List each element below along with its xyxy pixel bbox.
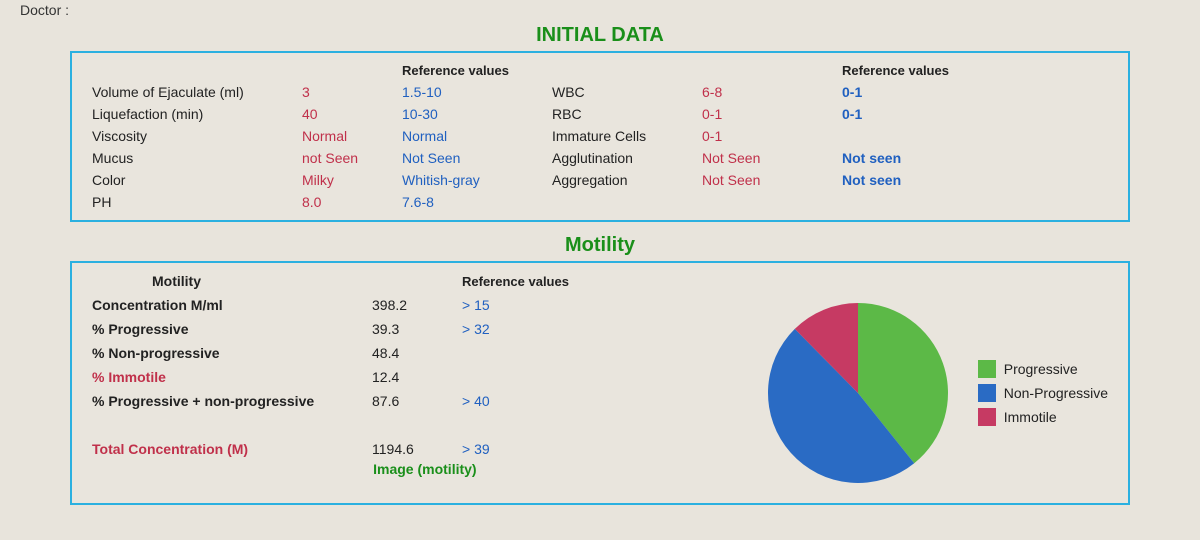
motility-pie-chart bbox=[758, 293, 958, 493]
param-label: WBC bbox=[552, 84, 702, 100]
param-value: 0-1 bbox=[702, 128, 842, 144]
param-value: Not Seen bbox=[702, 150, 842, 166]
image-motility-caption: Image (motility) bbox=[92, 461, 758, 477]
param-ref: Not Seen bbox=[402, 150, 552, 166]
total-concentration-value: 1194.6 bbox=[372, 441, 462, 457]
param-label: Color bbox=[92, 172, 302, 188]
param-value: 6-8 bbox=[702, 84, 842, 100]
param-value: not Seen bbox=[302, 150, 402, 166]
param-label: Volume of Ejaculate (ml) bbox=[92, 84, 302, 100]
ref-header-left: Reference values bbox=[402, 63, 552, 78]
legend-item: Non-Progressive bbox=[978, 384, 1108, 402]
param-ref: 1.5-10 bbox=[402, 84, 552, 100]
param-ref: Normal bbox=[402, 128, 552, 144]
total-concentration-ref: > 39 bbox=[462, 441, 582, 457]
param-label: Aggregation bbox=[552, 172, 702, 188]
pie-legend: Progressive Non-Progressive Immotile bbox=[978, 354, 1108, 432]
legend-label: Non-Progressive bbox=[1004, 385, 1108, 401]
legend-label: Progressive bbox=[1004, 361, 1078, 377]
param-label: Agglutination bbox=[552, 150, 702, 166]
motility-box: Motility Reference values Concentration … bbox=[70, 261, 1130, 505]
param-value: Normal bbox=[302, 128, 402, 144]
legend-swatch bbox=[978, 360, 996, 378]
param-label: Mucus bbox=[92, 150, 302, 166]
legend-item: Immotile bbox=[978, 408, 1108, 426]
motility-param-label: % Immotile bbox=[92, 369, 372, 385]
param-ref: Whitish-gray bbox=[402, 172, 552, 188]
param-value: 8.0 bbox=[302, 194, 402, 210]
motility-param-value: 398.2 bbox=[372, 297, 462, 313]
param-label: Viscosity bbox=[92, 128, 302, 144]
motility-param-value: 48.4 bbox=[372, 345, 462, 361]
param-ref: 10-30 bbox=[402, 106, 552, 122]
param-ref: Not seen bbox=[842, 150, 962, 166]
param-ref: Not seen bbox=[842, 172, 962, 188]
param-label: Immature Cells bbox=[552, 128, 702, 144]
param-value: 0-1 bbox=[702, 106, 842, 122]
total-concentration-label: Total Concentration (M) bbox=[92, 441, 372, 457]
motility-param-ref: > 32 bbox=[462, 321, 582, 337]
param-value: Milky bbox=[302, 172, 402, 188]
legend-swatch bbox=[978, 408, 996, 426]
param-label: Liquefaction (min) bbox=[92, 106, 302, 122]
legend-item: Progressive bbox=[978, 360, 1108, 378]
ref-header-right: Reference values bbox=[842, 63, 962, 78]
param-label: PH bbox=[92, 194, 302, 210]
param-value: 40 bbox=[302, 106, 402, 122]
param-label: RBC bbox=[552, 106, 702, 122]
motility-param-label: % Non-progressive bbox=[92, 345, 372, 361]
motility-param-ref: > 40 bbox=[462, 393, 582, 409]
motility-title: Motility bbox=[0, 230, 1200, 261]
motility-ref-header: Reference values bbox=[462, 274, 582, 289]
initial-data-title: INITIAL DATA bbox=[0, 20, 1200, 51]
motility-param-label: % Progressive bbox=[92, 321, 372, 337]
initial-data-box: Reference values Reference values Volume… bbox=[70, 51, 1130, 222]
motility-param-value: 39.3 bbox=[372, 321, 462, 337]
param-value: Not Seen bbox=[702, 172, 842, 188]
param-ref: 0-1 bbox=[842, 106, 962, 122]
motility-param-label: Concentration M/ml bbox=[92, 297, 372, 313]
motility-header: Motility bbox=[92, 273, 372, 289]
legend-label: Immotile bbox=[1004, 409, 1057, 425]
doctor-label: Doctor : bbox=[0, 0, 1200, 20]
pie-chart-area: Progressive Non-Progressive Immotile bbox=[758, 273, 1108, 493]
param-value: 3 bbox=[302, 84, 402, 100]
motility-param-value: 12.4 bbox=[372, 369, 462, 385]
param-ref: 7.6-8 bbox=[402, 194, 552, 210]
legend-swatch bbox=[978, 384, 996, 402]
param-ref: 0-1 bbox=[842, 84, 962, 100]
motility-param-value: 87.6 bbox=[372, 393, 462, 409]
motility-param-label: % Progressive + non-progressive bbox=[92, 393, 372, 409]
motility-param-ref: > 15 bbox=[462, 297, 582, 313]
